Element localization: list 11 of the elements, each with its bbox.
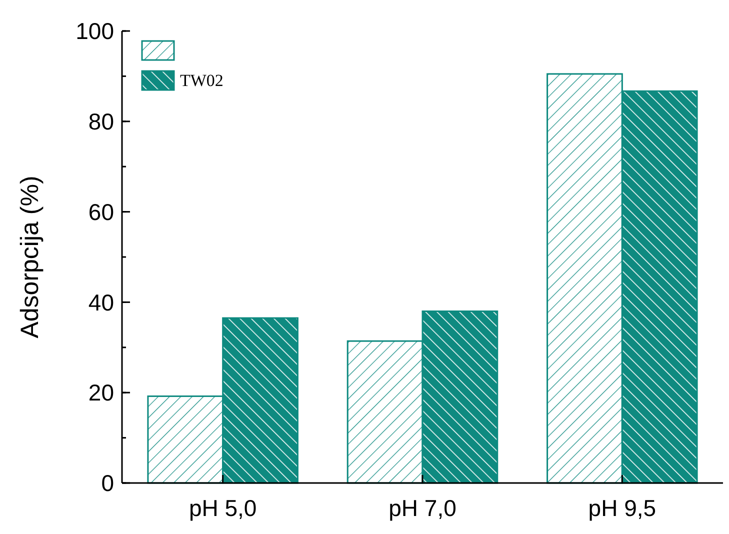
y-tick-label: 0: [101, 470, 114, 496]
y-axis-title: Adsorpcija (%): [16, 176, 44, 338]
y-tick-label: 40: [88, 289, 114, 316]
x-tick-label: pH 7,0: [388, 495, 456, 521]
y-tick-label: 80: [88, 108, 114, 134]
y-tick-label: 100: [76, 18, 114, 44]
x-tick-label: pH 5,0: [188, 495, 257, 521]
legend-label: TW02: [180, 71, 224, 90]
x-tick-label: pH 9,5: [588, 495, 656, 521]
y-tick-label: 60: [88, 198, 114, 225]
y-tick-label: 20: [88, 380, 114, 406]
